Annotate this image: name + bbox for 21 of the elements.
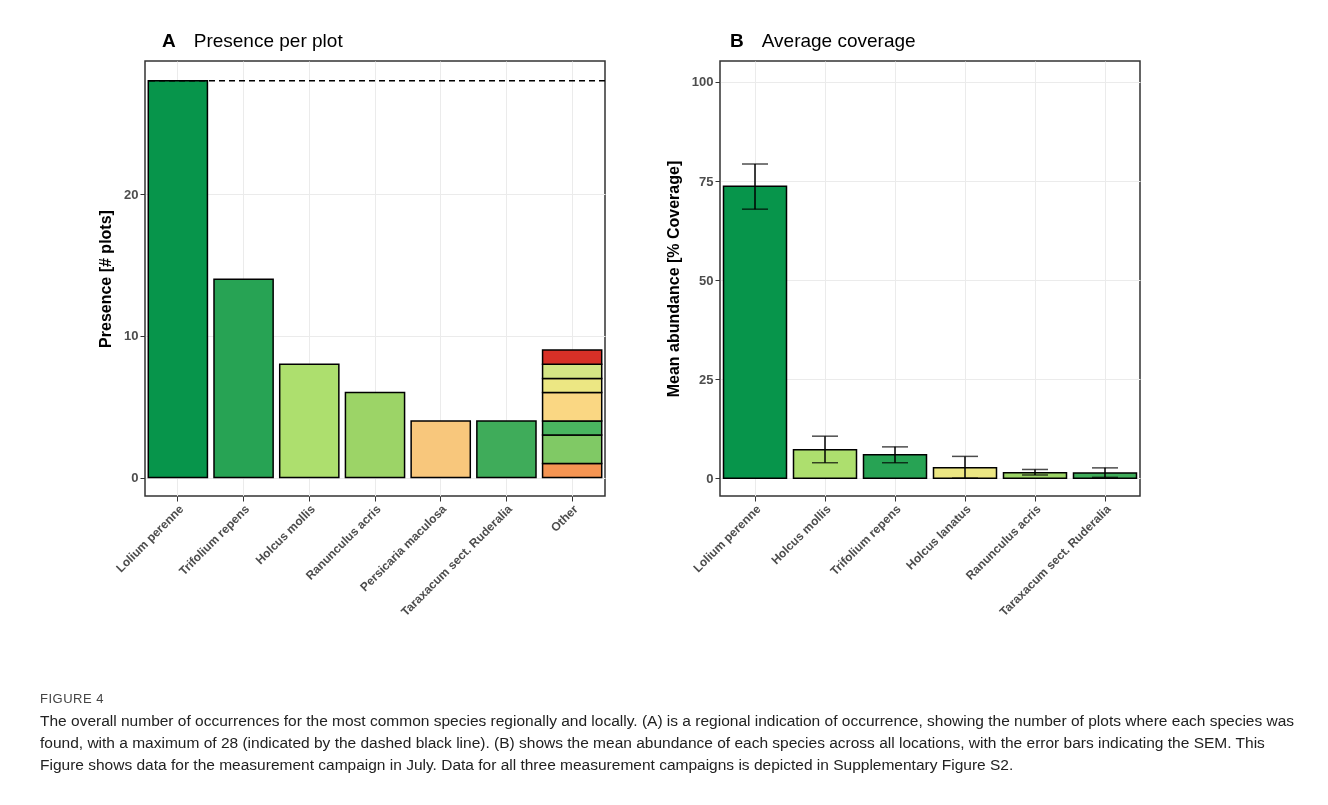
y-tick-label: 0 <box>131 470 139 486</box>
text: B <box>730 30 744 51</box>
bar <box>344 391 406 479</box>
y-axis-title: Mean abundance [% Coverage] <box>664 160 682 398</box>
text: A <box>162 30 176 51</box>
bar <box>213 278 274 479</box>
y-tick-label: 10 <box>124 328 139 344</box>
bar <box>476 420 537 479</box>
y-tick-label: 50 <box>699 272 714 288</box>
bar <box>278 363 340 479</box>
y-tick-label: 0 <box>706 470 714 486</box>
chart-title: Presence per plot <box>193 30 343 51</box>
bar <box>410 420 472 479</box>
chart-title: Average coverage <box>761 30 916 51</box>
y-tick-label: 100 <box>691 74 714 90</box>
y-tick-label: 25 <box>699 371 714 387</box>
text: The overall number of occurrences for the most common species regionally and locally. (A) is a regional indication of occurrence, showing the number of plots where each species was found, with a maximum of 28 (indicated by the dashed black line). (B) shows the mean abundance of each species across all locations, with the error bars indicating the SEM. This Figure shows data for the measurement campaign in July. Data for all three measurement campaigns is depicted in Supplementary Figure S2. <box>40 711 1296 775</box>
y-tick-label: 75 <box>699 173 714 189</box>
y-axis-title: Presence [# plots] <box>97 210 115 348</box>
y-tick-label: 20 <box>124 186 139 202</box>
caption: FIGURE 4 <box>40 690 105 708</box>
